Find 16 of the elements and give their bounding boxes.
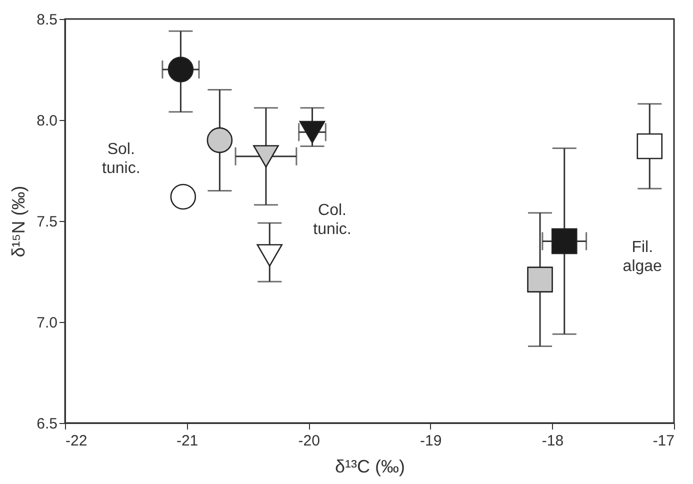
x-tick-label: -19 (420, 432, 442, 450)
y-tick-label: 6.5 (36, 416, 58, 432)
y-axis-title: δ¹⁵N (‰) (8, 186, 29, 258)
annotation: Fil. algae (622, 239, 662, 276)
annotation: Sol. tunic. (102, 140, 140, 177)
y-tick-label: 8.0 (36, 112, 58, 130)
y-tick-label: 7.0 (36, 314, 58, 332)
x-tick-label: -21 (176, 432, 198, 450)
x-tick-label: -22 (66, 432, 88, 450)
x-tick-label: -18 (542, 432, 564, 450)
y-tick-label: 8.5 (36, 12, 58, 28)
x-tick-label: -20 (298, 432, 320, 450)
x-axis-title: δ¹³C (‰) (335, 456, 405, 476)
annotation: Col. tunic. (313, 202, 352, 238)
x-tick-label: -17 (652, 432, 674, 450)
y-tick-label: 7.5 (36, 214, 58, 230)
